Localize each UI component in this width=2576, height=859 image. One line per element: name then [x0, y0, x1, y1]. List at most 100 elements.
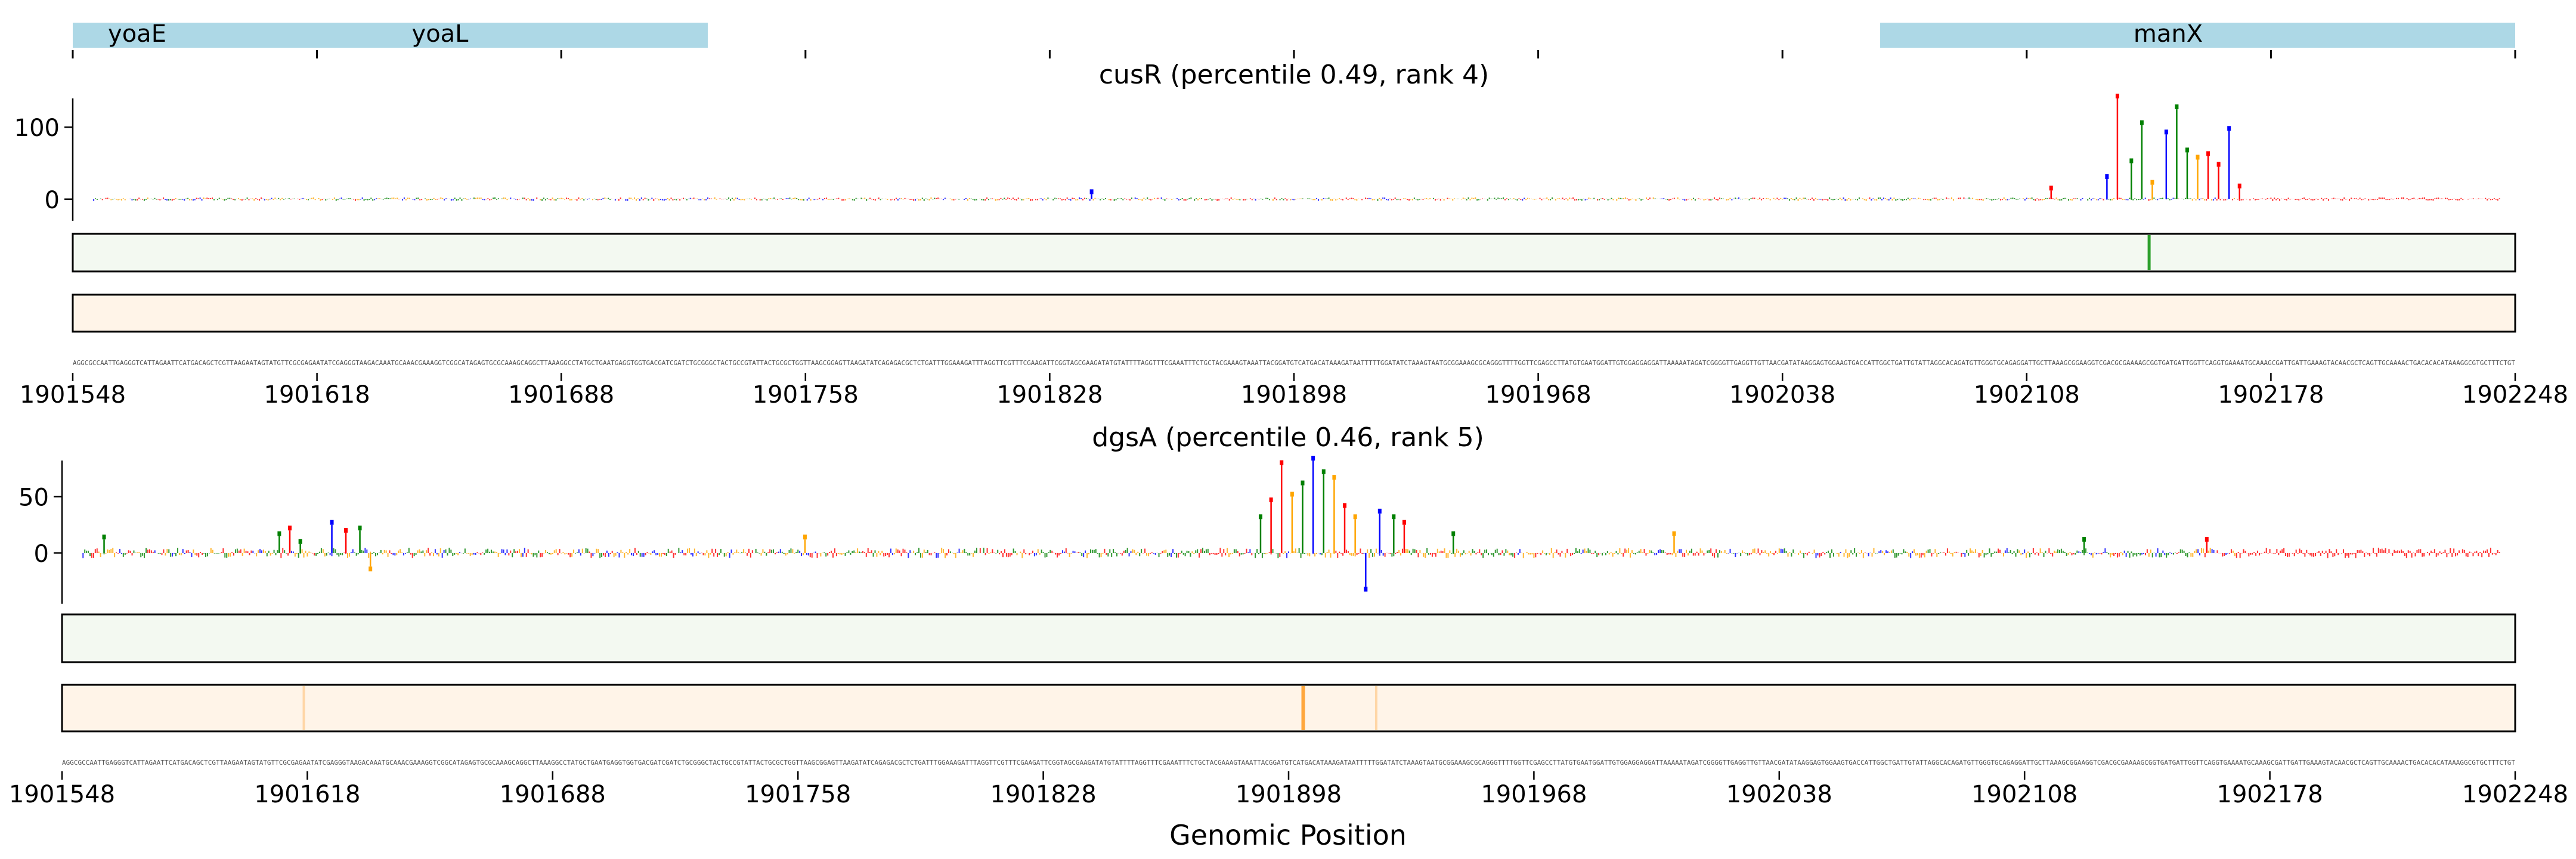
- peak-cap: [1672, 531, 1676, 536]
- peak-cap: [2105, 174, 2109, 180]
- x-tick-label: 1901828: [990, 781, 1097, 808]
- x-axis-dgsA: 1901548 1901618 1901688 1901758 1901828 19018…: [9, 771, 2568, 808]
- x-tick-label: 1901758: [753, 381, 859, 409]
- x-tick-label: 1902178: [2218, 381, 2324, 409]
- y-tick-label: 0: [34, 540, 49, 568]
- peak-cap: [2049, 186, 2053, 191]
- peak-cap: [330, 520, 334, 525]
- gene-bar-yoaE: [73, 23, 708, 48]
- y-tick-label: 0: [45, 187, 60, 214]
- x-tick-label: 1901828: [996, 381, 1103, 409]
- peaks: [1089, 94, 2241, 199]
- peak-cap: [358, 526, 362, 531]
- x-tick-label: 1902248: [2462, 781, 2568, 808]
- peak-cap: [1290, 492, 1294, 497]
- y-tick-label: 100: [14, 115, 60, 142]
- peak-cap: [2175, 104, 2179, 110]
- peak-cap: [2150, 180, 2154, 185]
- x-tick-label: 1901898: [1241, 381, 1347, 409]
- peak-cap: [1377, 508, 1382, 514]
- green-heatmap-cusR: [72, 233, 2516, 273]
- x-tick-label: 1902038: [1726, 781, 1832, 808]
- peak-cap: [2216, 162, 2221, 167]
- background-noise: [93, 197, 2500, 201]
- peak-cap: [277, 531, 281, 536]
- x-tick-label: 1902108: [1974, 381, 2080, 409]
- orange-heatmap-cusR: [72, 293, 2516, 333]
- heatmap-highlight: [2147, 235, 2151, 270]
- peak-cap: [1321, 469, 1326, 474]
- x-tick-label: 1901688: [500, 781, 606, 808]
- peak-cap: [2185, 147, 2189, 153]
- peak-cap: [369, 566, 373, 571]
- x-tick-label: 1901688: [508, 381, 614, 409]
- peak-cap: [2196, 155, 2200, 160]
- x-tick-label: 1901618: [264, 381, 370, 409]
- gene-label-yoaL: yoaL: [412, 20, 469, 48]
- x-tick-label: 1901898: [1236, 781, 1342, 808]
- x-tick-label: 1902178: [2217, 781, 2323, 808]
- heatmap-frame: [61, 684, 2516, 733]
- peak-cap: [1258, 514, 1262, 520]
- heatmap-frame: [72, 293, 2516, 333]
- peak-cap: [2206, 151, 2210, 156]
- peak-cap: [2164, 129, 2168, 135]
- peak-cap: [2129, 158, 2134, 163]
- peak-cap: [1451, 531, 1456, 536]
- sequence-strip-dgsA: AGGCGCCAATTGAGGGTCATTAGAATTCATGACAGCTCGT…: [62, 759, 2515, 767]
- peak-cap: [1392, 514, 1396, 520]
- sequence-strip-cusR: AGGCGCCAATTGAGGGTCATTAGAATTCATGACAGCTCGT…: [73, 359, 2515, 367]
- peak-cap: [298, 539, 302, 544]
- peak-cap: [1364, 586, 1368, 592]
- x-tick-label: 1901548: [9, 781, 115, 808]
- peak-cap: [344, 527, 348, 533]
- x-tick-label: 1902038: [1729, 381, 1835, 409]
- x-tick-label: 1901968: [1481, 781, 1587, 808]
- x-tick-label: 1901618: [254, 781, 360, 808]
- gene-annotation-track: yoaE yoaL manX: [73, 20, 2515, 48]
- heatmap-frame: [61, 613, 2516, 663]
- x-tick-label: 1901548: [20, 381, 126, 409]
- gene-bar-manX: [1880, 23, 2515, 48]
- x-tick-label: 1902248: [2462, 381, 2568, 409]
- track-title-cusR: cusR (percentile 0.49, rank 4): [1099, 60, 1489, 90]
- peak-cap: [102, 534, 106, 540]
- heatmap-highlight: [1374, 686, 1377, 730]
- peak-cap: [288, 526, 292, 531]
- peak-cap: [1353, 514, 1357, 520]
- x-axis-cusR: 1901548 1901618 1901688 1901758 1901828 19018…: [20, 373, 2568, 409]
- green-heatmap-dgsA: [61, 613, 2516, 663]
- background-noise: [82, 548, 2500, 558]
- heatmap-highlight: [302, 686, 305, 730]
- y-tick-label: 50: [18, 484, 49, 511]
- peak-cap: [1280, 460, 1284, 465]
- x-axis-label: Genomic Position: [1169, 819, 1407, 851]
- peak-cap: [1402, 520, 1406, 525]
- peak-cap: [803, 534, 807, 540]
- peak-cap: [1332, 475, 1336, 480]
- peak-cap: [1301, 480, 1305, 486]
- x-tick-label: 1902108: [1971, 781, 2077, 808]
- attribution-plot-dgsA: 0 50: [18, 456, 2500, 604]
- x-tick-label: 1901758: [745, 781, 851, 808]
- peak-cap: [2082, 537, 2086, 542]
- attribution-plot-cusR: 0 100: [14, 94, 2500, 221]
- heatmap-frame: [72, 233, 2516, 273]
- peak-cap: [2115, 94, 2119, 98]
- peak-cap: [2205, 537, 2209, 542]
- track-title-dgsA: dgsA (percentile 0.46, rank 5): [1092, 422, 1484, 453]
- peak-cap: [1089, 189, 1094, 194]
- gene-label-manX: manX: [2134, 20, 2203, 48]
- heatmap-highlight: [1301, 686, 1305, 730]
- orange-heatmap-dgsA: [61, 684, 2516, 733]
- peak-cap: [1343, 503, 1347, 508]
- peak-cap: [1269, 497, 1273, 502]
- peak-cap: [2227, 126, 2231, 131]
- peak-cap: [1311, 456, 1315, 461]
- peak-cap: [2237, 183, 2241, 189]
- x-tick-label: 1901968: [1485, 381, 1592, 409]
- peak-cap: [2140, 120, 2144, 125]
- gene-label-yoaE: yoaE: [108, 20, 166, 48]
- gene-track-ticks: [72, 50, 2516, 58]
